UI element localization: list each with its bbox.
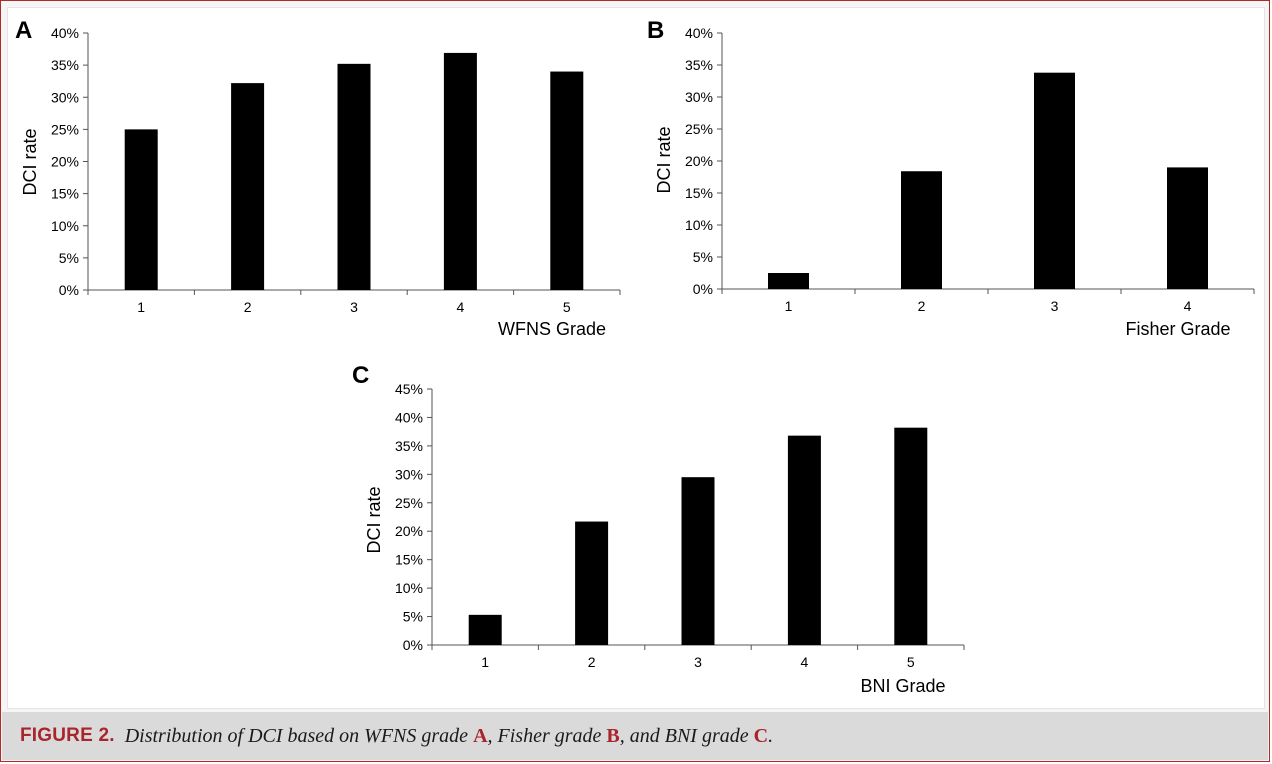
bar-grade-2	[231, 83, 265, 291]
y-tick-label: 5%	[403, 609, 423, 625]
y-tick-label: 40%	[395, 409, 423, 425]
x-tick-label: 3	[350, 299, 358, 315]
x-tick-label: 5	[907, 654, 915, 670]
y-tick-label: 10%	[51, 218, 79, 234]
x-axis-title: WFNS Grade	[498, 319, 606, 339]
y-tick-label: 25%	[685, 121, 713, 137]
y-tick-label: 10%	[685, 217, 713, 233]
figure-caption: FIGURE 2. Distribution of DCI based on W…	[2, 712, 1268, 760]
caption-text-2: , Fisher grade	[487, 724, 607, 747]
y-tick-label: 15%	[685, 185, 713, 201]
bar-grade-1	[124, 129, 158, 290]
y-tick-label: 35%	[51, 57, 79, 73]
panel-label: C	[352, 362, 369, 389]
caption-text: Distribution of DCI based on WFNS grade …	[125, 725, 773, 748]
x-tick-label: 1	[481, 654, 489, 670]
y-tick-label: 30%	[685, 89, 713, 105]
bar-grade-3	[1034, 72, 1075, 290]
bar-grade-5	[894, 427, 928, 645]
y-tick-label: 20%	[51, 154, 79, 170]
chart-panel-a: 0% 5% 10% 15% 20% 25% 30% 35% 40% 1 2 3 4 5 WFNS Grade…	[15, 17, 621, 339]
y-tick-label: 35%	[685, 57, 713, 73]
caption-ref-a: A	[473, 724, 488, 747]
bar-grade-3	[337, 63, 371, 291]
y-tick-label: 0%	[59, 282, 79, 298]
bar-grade-4	[1167, 167, 1208, 289]
y-tick-label: 15%	[51, 186, 79, 202]
x-tick-label: 2	[244, 299, 252, 315]
y-tick-label: 20%	[395, 523, 423, 539]
bar-grade-4	[443, 52, 477, 291]
x-tick-label: 4	[457, 299, 465, 315]
caption-text-3: , and BNI grade	[619, 724, 754, 747]
x-tick-label: 4	[801, 654, 809, 670]
x-axis-title: BNI Grade	[860, 676, 945, 696]
y-tick-label: 40%	[685, 25, 713, 41]
bar-grade-3	[681, 477, 715, 645]
y-tick-label: 45%	[395, 381, 423, 397]
caption-label: FIGURE 2.	[20, 725, 115, 746]
bar-grade-4	[787, 435, 821, 645]
x-tick-label: 4	[1184, 298, 1192, 314]
bar-grade-2	[901, 171, 942, 289]
y-tick-label: 5%	[693, 249, 713, 265]
x-tick-label: 3	[694, 654, 702, 670]
caption-ref-b: B	[606, 724, 620, 747]
y-tick-label: 25%	[51, 121, 79, 137]
y-tick-label: 35%	[395, 438, 423, 454]
x-tick-label: 1	[137, 299, 145, 315]
caption-text-4: .	[768, 724, 774, 747]
x-tick-label: 5	[563, 299, 571, 315]
panel-label: B	[647, 17, 664, 44]
bar-grade-5	[550, 71, 584, 290]
y-tick-label: 30%	[395, 466, 423, 482]
y-tick-label: 25%	[395, 495, 423, 511]
y-tick-label: 20%	[685, 153, 713, 169]
y-tick-label: 5%	[59, 250, 79, 266]
bar-grade-2	[575, 521, 609, 645]
caption-ref-c: C	[753, 724, 769, 747]
bar-grade-1	[768, 273, 809, 289]
panel-label: A	[15, 17, 32, 44]
y-tick-label: 30%	[51, 89, 79, 105]
y-tick-label: 0%	[693, 281, 713, 297]
y-tick-label: 40%	[51, 25, 79, 41]
y-axis-title: DCI rate	[654, 126, 674, 193]
caption-text-1: Distribution of DCI based on WFNS grade	[124, 724, 474, 747]
chart-panel-c: 0% 5% 10% 15% 20% 25% 30% 35% 40% 45% 1 2 3 4 5 BNI Gra…	[352, 362, 965, 696]
bar-grade-1	[468, 614, 502, 645]
y-tick-label: 10%	[395, 580, 423, 596]
y-axis-title: DCI rate	[364, 486, 384, 553]
x-tick-label: 3	[1051, 298, 1059, 314]
x-tick-label: 1	[785, 298, 793, 314]
x-tick-label: 2	[918, 298, 926, 314]
y-axis-title: DCI rate	[20, 128, 40, 195]
y-tick-label: 0%	[403, 637, 423, 653]
x-tick-label: 2	[588, 654, 596, 670]
x-axis-title: Fisher Grade	[1125, 319, 1230, 339]
y-tick-label: 15%	[395, 552, 423, 568]
chart-panel-b: 0% 5% 10% 15% 20% 25% 30% 35% 40% 1 2 3 4 Fisher Grad…	[647, 17, 1255, 339]
